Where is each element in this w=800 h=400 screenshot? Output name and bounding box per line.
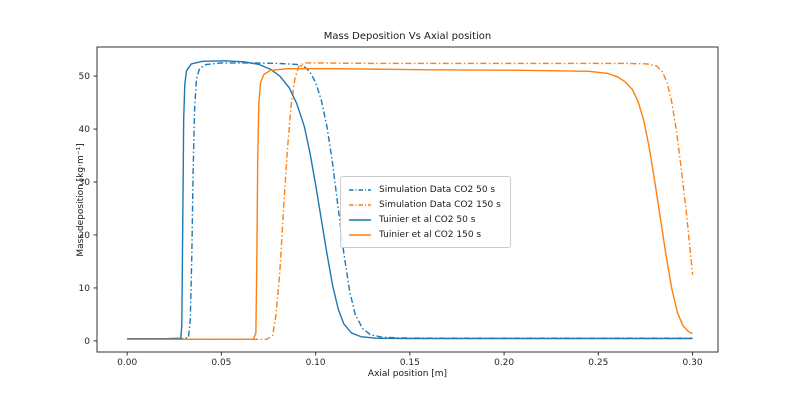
legend-item: Simulation Data CO2 50 s [348, 182, 501, 197]
x-tick-label: 0.30 [683, 358, 703, 368]
legend-line-sample [349, 218, 371, 221]
y-tick-label: 40 [79, 125, 91, 135]
x-tick-label: 0.00 [117, 358, 137, 368]
legend-item: Tuinier et al CO2 150 s [348, 227, 501, 242]
legend-line-sample [349, 188, 371, 191]
chart-title: Mass Deposition Vs Axial position [323, 31, 492, 42]
series-line-0 [127, 62, 693, 340]
legend-line-sample [349, 203, 371, 206]
y-tick-label: 20 [79, 231, 91, 241]
x-tick-label: 0.20 [494, 358, 514, 368]
series-line-1 [127, 62, 694, 340]
legend-item: Tuinier et al CO2 50 s [348, 212, 501, 227]
series-line-2 [127, 60, 693, 340]
y-tick-label: 50 [79, 72, 91, 82]
legend-label: Simulation Data CO2 150 s [379, 199, 501, 210]
legend: Simulation Data CO2 50 s Simulation Data … [340, 176, 511, 248]
legend-label: Tuinier et al CO2 150 s [379, 229, 482, 240]
series-line-3 [127, 68, 693, 340]
x-tick-label: 0.25 [588, 358, 608, 368]
legend-label: Tuinier et al CO2 50 s [379, 214, 476, 225]
x-axis-label: Axial position [m] [367, 369, 448, 379]
y-tick-label: 30 [79, 178, 91, 188]
y-axis-label: Mass deposition [kg·m⁻¹] [76, 143, 86, 257]
y-tick-label: 10 [79, 284, 91, 294]
legend-item: Simulation Data CO2 150 s [348, 197, 501, 212]
legend-label: Simulation Data CO2 50 s [379, 184, 496, 195]
x-tick-label: 0.05 [211, 358, 231, 368]
y-tick-label: 0 [84, 337, 90, 347]
legend-line-sample [349, 233, 371, 236]
x-tick-label: 0.15 [400, 358, 420, 368]
x-tick-label: 0.10 [306, 358, 326, 368]
axes-spines [96, 46, 719, 353]
